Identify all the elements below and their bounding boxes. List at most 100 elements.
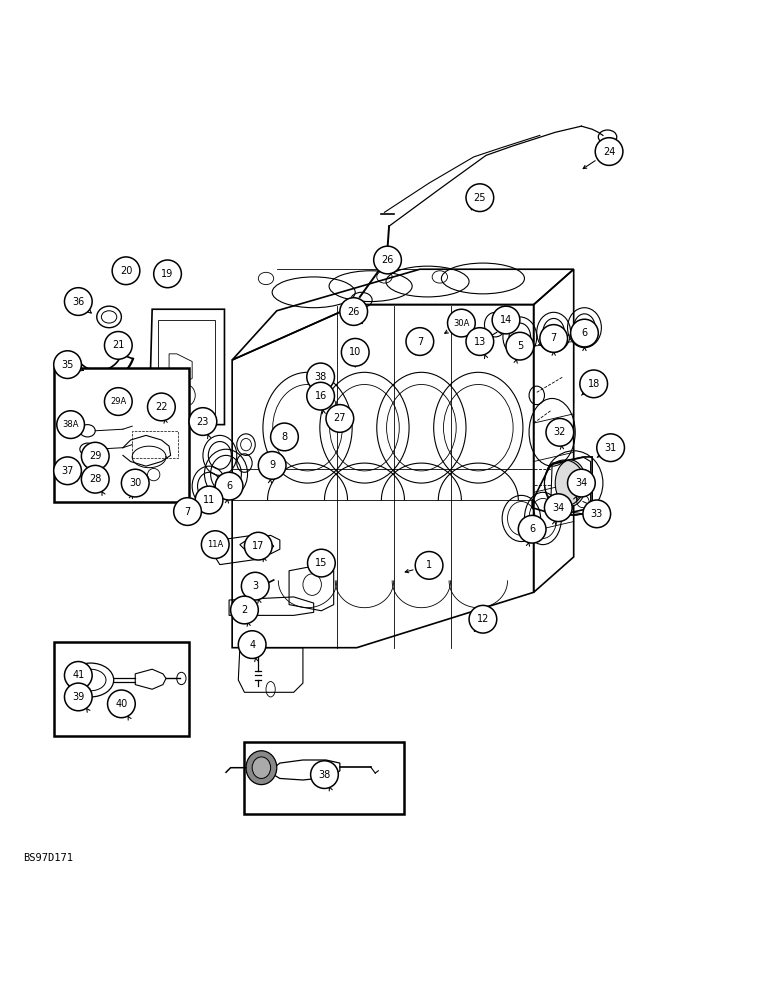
Text: 41: 41	[73, 670, 84, 680]
Circle shape	[154, 260, 181, 288]
Text: 34: 34	[552, 503, 564, 513]
Circle shape	[104, 388, 132, 415]
Circle shape	[104, 332, 132, 359]
Circle shape	[81, 442, 109, 470]
Text: 28: 28	[89, 474, 101, 484]
Bar	[54, 368, 189, 502]
Text: 7: 7	[185, 507, 191, 517]
Circle shape	[239, 631, 266, 658]
Text: BS97D171: BS97D171	[23, 853, 73, 863]
Text: 35: 35	[61, 360, 74, 370]
Text: 19: 19	[161, 269, 174, 279]
Text: 7: 7	[550, 333, 557, 343]
Text: 2: 2	[242, 605, 248, 615]
Text: 38A: 38A	[63, 420, 79, 429]
Circle shape	[242, 572, 269, 600]
Bar	[54, 642, 189, 736]
Text: 34: 34	[575, 478, 587, 488]
Text: 31: 31	[604, 443, 617, 453]
Text: 14: 14	[500, 315, 512, 325]
Text: 32: 32	[554, 427, 566, 437]
Circle shape	[306, 382, 334, 410]
Text: 17: 17	[252, 541, 265, 551]
Text: 1: 1	[426, 560, 432, 570]
Circle shape	[567, 469, 595, 497]
Circle shape	[506, 332, 533, 360]
Circle shape	[65, 662, 92, 689]
Circle shape	[201, 531, 229, 558]
Circle shape	[583, 500, 611, 528]
Circle shape	[546, 418, 574, 446]
Circle shape	[54, 351, 81, 378]
Circle shape	[571, 319, 598, 347]
Text: 29: 29	[89, 451, 101, 461]
Text: 6: 6	[529, 524, 535, 534]
Circle shape	[310, 761, 338, 788]
Text: 16: 16	[314, 391, 327, 401]
Text: 8: 8	[282, 432, 287, 442]
Text: 12: 12	[477, 614, 489, 624]
Text: 36: 36	[73, 297, 84, 307]
Text: 38: 38	[314, 372, 327, 382]
Circle shape	[65, 683, 92, 711]
Circle shape	[107, 690, 135, 718]
Circle shape	[307, 549, 335, 577]
Text: 11: 11	[203, 495, 215, 505]
Circle shape	[466, 184, 493, 212]
Circle shape	[341, 338, 369, 366]
Circle shape	[215, 472, 243, 500]
Text: 21: 21	[112, 340, 124, 350]
Circle shape	[597, 434, 625, 462]
Circle shape	[544, 494, 572, 522]
Bar	[245, 742, 405, 814]
Text: 15: 15	[315, 558, 327, 568]
Text: 26: 26	[381, 255, 394, 265]
Text: 6: 6	[581, 328, 587, 338]
Text: 3: 3	[252, 581, 259, 591]
Circle shape	[174, 498, 201, 525]
Circle shape	[466, 328, 493, 355]
Circle shape	[57, 411, 84, 438]
Circle shape	[493, 306, 520, 334]
Text: 30: 30	[129, 478, 141, 488]
Circle shape	[448, 309, 476, 337]
Text: 10: 10	[349, 347, 361, 357]
Circle shape	[415, 552, 443, 579]
Circle shape	[595, 138, 623, 165]
Circle shape	[580, 370, 608, 398]
Circle shape	[195, 486, 223, 514]
Circle shape	[326, 405, 354, 432]
Text: 26: 26	[347, 307, 360, 317]
Circle shape	[54, 457, 81, 485]
Circle shape	[189, 408, 217, 435]
Text: 40: 40	[115, 699, 127, 709]
Text: 6: 6	[226, 481, 232, 491]
Circle shape	[540, 325, 567, 352]
Circle shape	[231, 596, 259, 624]
Text: 11A: 11A	[207, 540, 223, 549]
Circle shape	[112, 257, 140, 285]
Text: 25: 25	[473, 193, 486, 203]
Ellipse shape	[246, 751, 277, 785]
Text: 18: 18	[587, 379, 600, 389]
Text: 37: 37	[61, 466, 74, 476]
Circle shape	[147, 393, 175, 421]
Text: 38: 38	[318, 770, 330, 780]
Text: 4: 4	[249, 640, 256, 650]
Text: 33: 33	[591, 509, 603, 519]
Text: 20: 20	[120, 266, 132, 276]
Text: 13: 13	[474, 337, 486, 347]
Text: 9: 9	[269, 460, 275, 470]
Circle shape	[469, 605, 496, 633]
Circle shape	[65, 288, 92, 315]
Text: 29A: 29A	[110, 397, 127, 406]
Text: 24: 24	[603, 147, 615, 157]
Circle shape	[306, 363, 334, 391]
Ellipse shape	[555, 460, 586, 506]
Circle shape	[271, 423, 298, 451]
Circle shape	[121, 469, 149, 497]
Text: 23: 23	[197, 417, 209, 427]
Text: 30A: 30A	[453, 319, 469, 328]
Circle shape	[406, 328, 434, 355]
Text: 27: 27	[334, 413, 346, 423]
